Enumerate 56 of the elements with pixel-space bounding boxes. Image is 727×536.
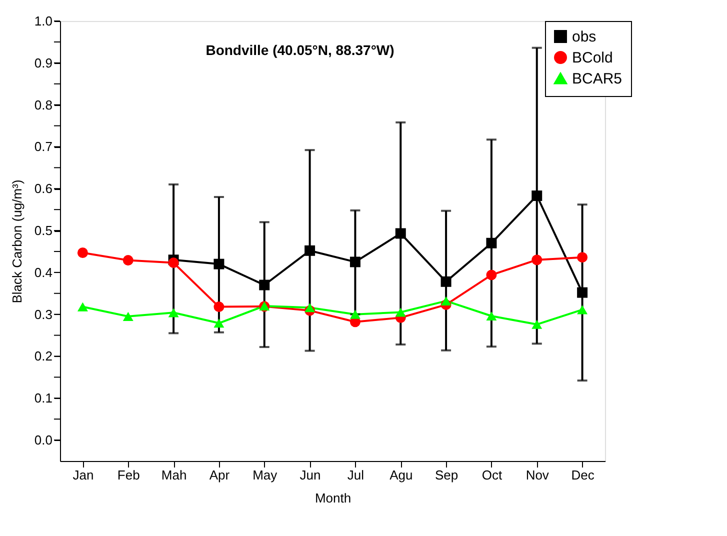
legend-label: BCold	[572, 50, 613, 66]
x-tick-label: Mah	[161, 468, 187, 482]
point	[77, 302, 88, 312]
x-tick-label: Jan	[72, 468, 94, 482]
x-tick-label: Nov	[526, 468, 550, 482]
legend-label: BCAR5	[572, 70, 622, 88]
x-axis-title: Month	[314, 490, 352, 506]
point	[122, 255, 134, 266]
x-tick-label: May	[252, 468, 278, 482]
legend-label: obs	[572, 28, 596, 46]
point	[440, 276, 452, 287]
point	[304, 245, 316, 256]
x-tick-label: Apr	[209, 468, 230, 482]
x-tick-label: Jun	[300, 468, 321, 482]
y-tick-label: 0.2	[34, 348, 52, 364]
y-tick-label: 0.6	[34, 181, 52, 196]
point	[122, 312, 134, 321]
point	[486, 270, 497, 280]
point	[440, 296, 452, 306]
point	[577, 252, 588, 263]
point	[395, 228, 406, 239]
point	[259, 280, 270, 290]
point	[577, 287, 588, 298]
x-tick-label: Oct	[482, 468, 502, 482]
point	[532, 190, 542, 201]
point	[304, 303, 316, 312]
y-axis-title: Black Carbon (ug/m³)	[9, 180, 24, 304]
y-tick-label: 0.0	[34, 432, 52, 448]
point	[214, 302, 224, 312]
y-tick-label: 0.4	[34, 264, 52, 280]
point	[395, 308, 406, 317]
x-tick-label: Agu	[390, 468, 413, 482]
x-tick-label: Dec	[571, 468, 595, 482]
point	[214, 318, 224, 328]
point	[350, 256, 360, 268]
x-tick-label: Feb	[117, 468, 140, 482]
y-tick-label: 0.9	[34, 55, 52, 70]
point	[168, 258, 179, 268]
x-tick-label: Sep	[434, 468, 458, 482]
point	[168, 308, 179, 318]
x-tick-label: Jul	[347, 468, 364, 482]
point	[532, 254, 542, 266]
point	[486, 238, 497, 248]
y-tick-label: 1.0	[34, 14, 52, 28]
text: Bondville (40.05°N, 88.37°W)	[206, 42, 394, 58]
point	[577, 305, 588, 314]
y-tick-label: 0.5	[34, 223, 52, 238]
point	[77, 248, 88, 258]
point	[214, 258, 224, 270]
point	[532, 320, 542, 329]
y-tick-label: 0.7	[34, 139, 52, 154]
y-tick-label: 0.3	[34, 306, 52, 322]
point	[350, 310, 360, 319]
point	[486, 311, 497, 321]
y-tick-label: 0.1	[34, 390, 52, 406]
y-tick-label: 0.8	[34, 97, 52, 112]
